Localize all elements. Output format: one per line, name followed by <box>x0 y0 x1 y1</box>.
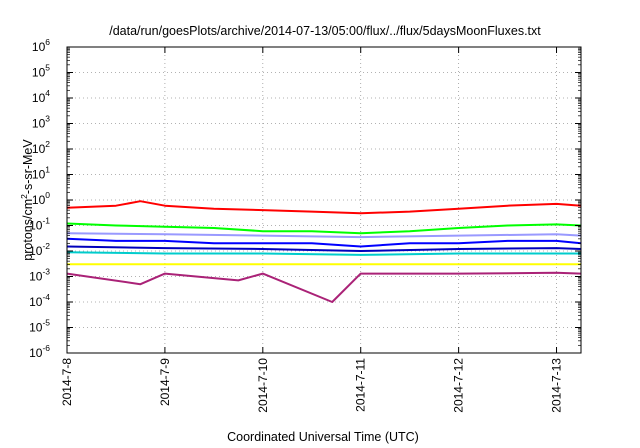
x-tick-label: 2014-7-8 <box>60 358 74 406</box>
y-tick-label: 103 <box>32 114 50 131</box>
y-tick-label: 10-1 <box>29 216 50 233</box>
x-tick-label: 2014-7-9 <box>158 358 172 406</box>
y-tick-label: 101 <box>32 165 50 182</box>
y-axis-label: protons/cm2-s-sr-MeV <box>19 139 35 261</box>
y-tick-label: 106 <box>32 37 50 54</box>
series-line <box>66 271 582 303</box>
y-tick-label: 10-6 <box>29 343 50 360</box>
series-line <box>66 251 581 256</box>
y-tick-label: 100 <box>32 190 50 207</box>
x-tick-label: 2014-7-10 <box>256 358 270 413</box>
x-tick-labels: 2014-7-8 2014-7-9 2014-7-10 2014-7-11 2014-7… <box>60 358 564 413</box>
axis-ticks <box>66 46 581 354</box>
y-tick-label: 105 <box>32 63 50 80</box>
x-tick-label: 2014-7-11 <box>354 358 368 412</box>
series-line <box>66 222 582 235</box>
y-tick-labels: 106 105 104 103 102 101 100 10-1 10-2 10-3 10-4 10-… <box>29 37 50 360</box>
x-tick-label: 2014-7-12 <box>452 358 466 413</box>
series-line <box>66 200 582 215</box>
x-axis-label: Coordinated Universal Time (UTC) <box>227 430 419 444</box>
y-tick-label: 10-2 <box>29 241 50 258</box>
series-line <box>66 237 582 248</box>
y-tick-label: 10-4 <box>29 292 50 309</box>
x-tick-label: 2014-7-13 <box>550 358 564 413</box>
series-line <box>66 245 582 252</box>
y-tick-label: 10-3 <box>29 267 50 284</box>
series-line <box>66 232 582 239</box>
series-group <box>66 200 582 303</box>
grid-lines <box>66 47 581 353</box>
chart-title: /data/run/goesPlots/archive/2014-07-13/0… <box>109 24 541 38</box>
y-tick-label: 10-5 <box>29 318 50 335</box>
y-tick-label: 104 <box>32 88 50 105</box>
y-tick-label: 102 <box>32 139 50 156</box>
